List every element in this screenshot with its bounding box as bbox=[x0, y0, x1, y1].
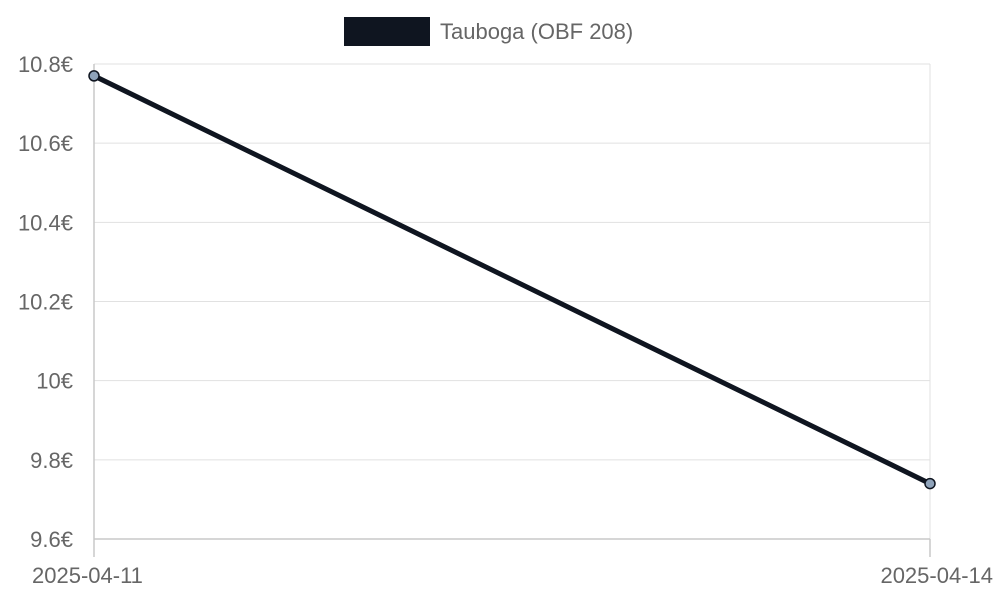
series-line bbox=[91, 73, 933, 487]
y-tick-label: 10.8€ bbox=[18, 52, 73, 77]
x-tick-label: 2025-04-11 bbox=[32, 563, 143, 588]
y-tick-label: 10.2€ bbox=[18, 290, 73, 315]
legend-label: Tauboga (OBF 208) bbox=[440, 19, 633, 44]
y-tick-label: 9.8€ bbox=[30, 448, 73, 473]
y-tick-label: 10.6€ bbox=[18, 131, 73, 156]
y-axis-ticks: 9.6€ 9.8€ 10€ 10.2€ 10.4€ 10.6€ 10.8€ bbox=[18, 52, 73, 552]
legend[interactable]: Tauboga (OBF 208) bbox=[344, 17, 633, 46]
y-tick-label: 10€ bbox=[36, 369, 73, 394]
legend-swatch bbox=[344, 17, 430, 46]
axes bbox=[93, 64, 931, 557]
x-tick-label: 2025-04-14 bbox=[880, 563, 993, 588]
series bbox=[88, 70, 936, 490]
data-point bbox=[924, 477, 936, 490]
y-tick-label: 9.6€ bbox=[30, 527, 73, 552]
x-axis-ticks: 2025-04-11 2025-04-14 bbox=[32, 563, 993, 588]
data-point bbox=[88, 70, 100, 82]
y-tick-label: 10.4€ bbox=[18, 210, 73, 235]
